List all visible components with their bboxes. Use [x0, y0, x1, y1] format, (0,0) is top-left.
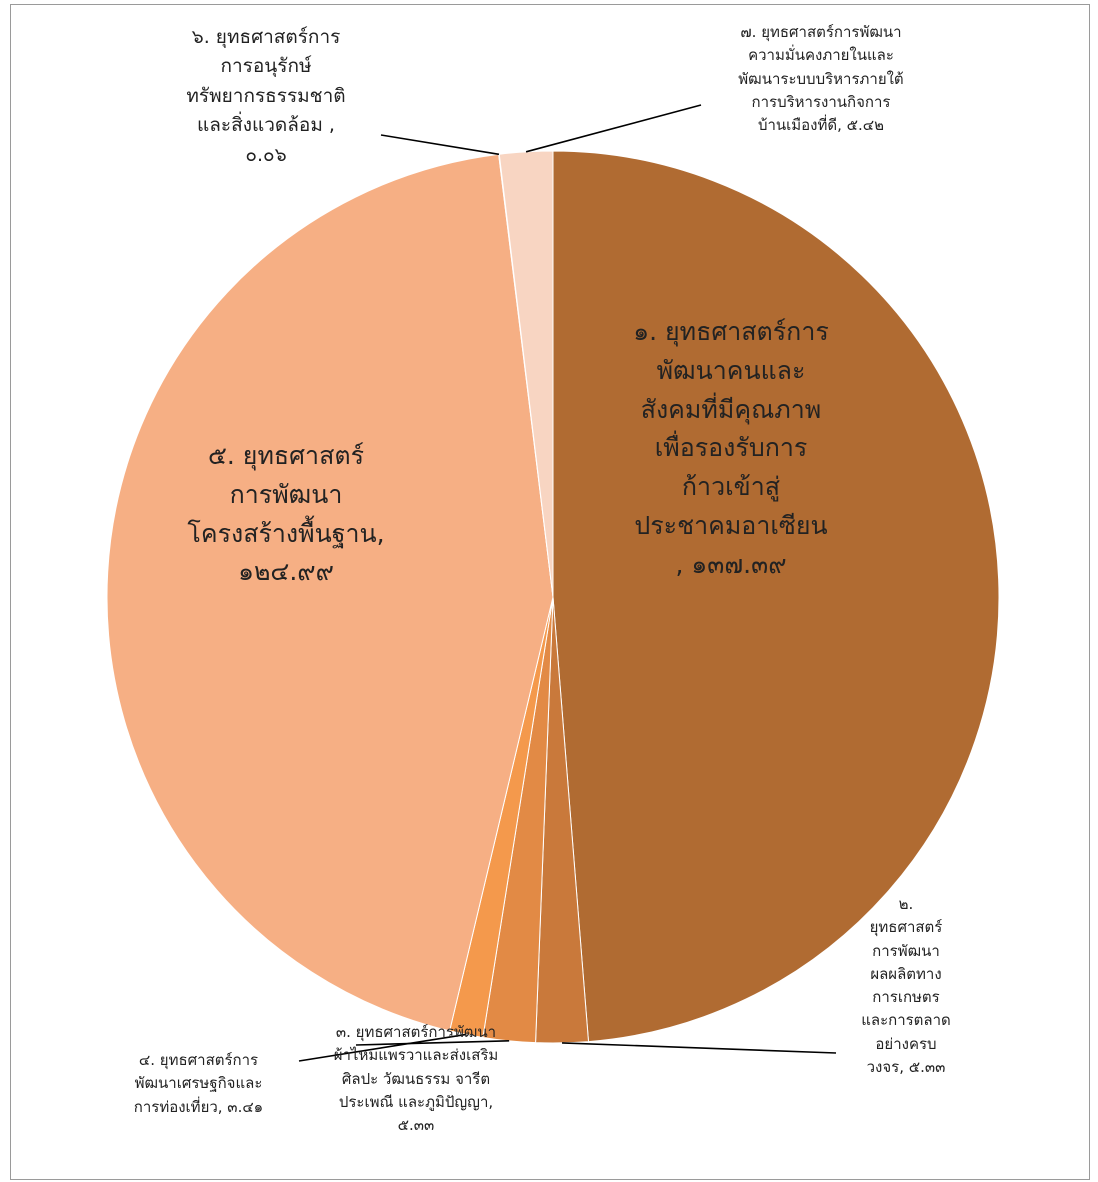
slice-label-1: ๑. ยุทธศาสตร์การ พัฒนาคนและ สังคมที่มีคุ… [633, 317, 829, 579]
slice-label-3: ๓. ยุทธศาสตร์การพัฒนา ผ้าไหมแพรวาและส่งเ… [333, 1023, 499, 1134]
leader-line-6 [380, 134, 500, 156]
pie-chart [106, 104, 1000, 1062]
slice-label-6: ๖. ยุทธศาสตร์การ การอนุรักษ์ ทรัพยากรธรร… [186, 26, 346, 166]
leader-line-3 [355, 1040, 510, 1046]
chart-frame: ๑. ยุทธศาสตร์การ พัฒนาคนและ สังคมที่มีคุ… [10, 4, 1090, 1180]
slice-label-7: ๗. ยุทธศาสตร์การพัฒนา ความมั่นคงภายในและ… [738, 23, 904, 134]
leader-line-2 [562, 1042, 837, 1054]
leader-line-4 [298, 1033, 467, 1062]
slice-label-4: ๔. ยุทธศาสตร์การ พัฒนาเศรษฐกิจและ การท่อ… [133, 1051, 264, 1116]
slice-label-2: ๒. ยุทธศาสตร์ การพัฒนา ผลผลิตทาง การเกษต… [861, 895, 951, 1076]
leader-line-7 [525, 104, 702, 153]
pie-slice-5 [106, 153, 554, 1032]
pie-slice-1 [552, 150, 1000, 1043]
slice-label-5: ๕. ยุทธศาสตร์ การพัฒนา โครงสร้างพื้นฐาน,… [187, 441, 385, 587]
